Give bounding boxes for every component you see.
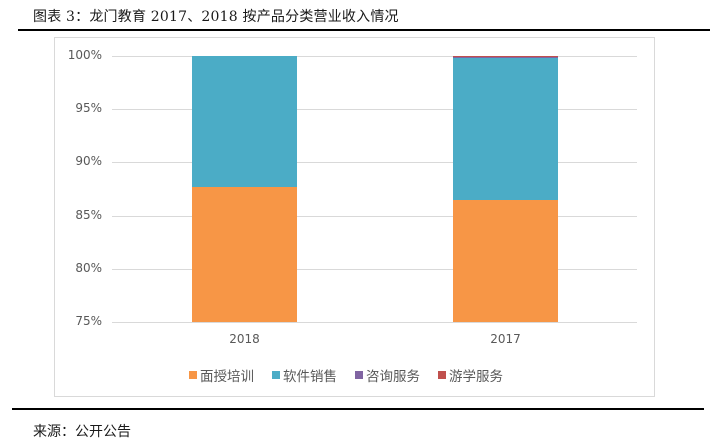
legend-swatch-icon [272, 371, 280, 379]
y-tick-label: 75% [75, 314, 102, 328]
source-note: 来源：公开公告 [33, 424, 131, 440]
bar-segment [192, 56, 297, 187]
gridline [112, 322, 637, 323]
gridline [112, 109, 637, 111]
y-tick-label: 85% [75, 207, 102, 222]
gridline [112, 56, 637, 57]
legend-swatch-icon [189, 371, 197, 379]
legend-item: 面授培训 [189, 365, 254, 385]
chart-legend: 面授培训 软件销售 咨询服务 游学服务 [189, 365, 503, 385]
gridline [112, 268, 637, 270]
gridline [112, 215, 637, 217]
plot-area: 75% 80% 85% 90% 95% 100% 2018 2017 [68, 48, 637, 346]
bar-segment [453, 58, 558, 200]
y-tick-label: 90% [75, 154, 102, 169]
bar-2017 [453, 56, 558, 322]
y-tick-label: 80% [75, 260, 102, 275]
x-tick-label: 2018 [229, 332, 260, 346]
y-tick-label: 100% [67, 48, 102, 62]
top-rule [18, 29, 710, 31]
bar-segment [453, 199, 558, 322]
bar-segment [453, 57, 558, 59]
legend-item: 游学服务 [438, 365, 503, 385]
legend-item: 软件销售 [272, 365, 337, 385]
legend-swatch-icon [355, 371, 363, 379]
legend-label: 软件销售 [283, 369, 337, 385]
legend-swatch-icon [438, 371, 446, 379]
y-tick-label: 95% [75, 101, 102, 116]
bottom-rule [12, 408, 704, 410]
bar-segment [192, 186, 297, 322]
bar-segment [453, 56, 558, 58]
x-tick-label: 2017 [490, 332, 521, 346]
legend-label: 游学服务 [449, 369, 503, 385]
legend-item: 咨询服务 [355, 365, 420, 385]
figure-title: 图表 3：龙门教育 2017、2018 按产品分类营业收入情况 [33, 9, 399, 25]
legend-label: 咨询服务 [366, 369, 420, 385]
legend-label: 面授培训 [200, 369, 254, 385]
bar-2018 [192, 56, 297, 322]
gridline [112, 162, 637, 164]
